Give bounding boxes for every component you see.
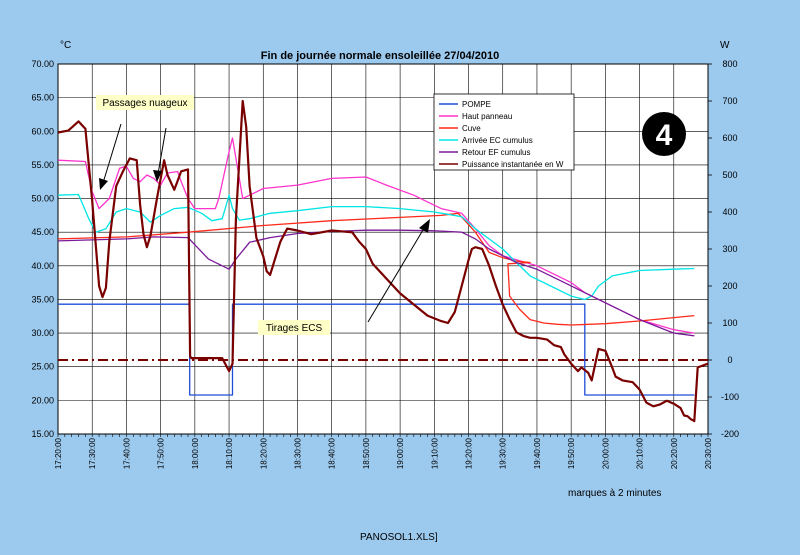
annotation-passages-nuageux: Passages nuageux [102, 98, 187, 109]
series-line-puissance-instantan-e-en-w [57, 99, 709, 423]
series-line-arriv-e-ec-cumulus [57, 193, 695, 301]
x-tick-label: 17:30:00 [88, 437, 97, 469]
footer-file: PANOSOL1.XLS] [360, 532, 438, 543]
y-left-tick-label: 15.00 [31, 429, 54, 439]
x-tick-label: 18:50:00 [362, 437, 371, 469]
legend-entry: Cuve [462, 124, 481, 133]
series-lines [57, 99, 709, 423]
y-right-tick-label: 200 [722, 281, 737, 291]
x-tick-label: 20:00:00 [601, 437, 610, 469]
x-tick-label: 20:30:00 [704, 437, 713, 469]
x-tick-label: 19:00:00 [396, 437, 405, 469]
series-line-cuve [57, 212, 695, 326]
x-note: marques à 2 minutes [568, 488, 661, 499]
annotation-arrowhead [419, 219, 430, 233]
y-right-tick-label: 600 [722, 133, 737, 143]
y-left-tick-label: 25.00 [31, 362, 54, 372]
annotation-arrow [367, 229, 424, 323]
chart-title: Fin de journée normale ensoleillée 27/04… [261, 50, 499, 62]
annotations: Passages nuageux Tirages ECS 4 [96, 95, 686, 335]
y-right-unit: W [720, 40, 730, 51]
annotation-arrow [102, 123, 122, 184]
circled-number-badge [642, 112, 686, 156]
y-left-tick-label: 60.00 [31, 126, 54, 136]
y-left-tick-label: 20.00 [31, 395, 54, 405]
legend-entry: Arrivée EC cumulus [462, 136, 533, 145]
y-right-tick-label: 0 [727, 355, 732, 365]
y-left-tick-label: 30.00 [31, 328, 54, 338]
circled-number-text: 4 [656, 119, 673, 152]
legend-entry: Haut panneau [462, 112, 512, 121]
x-tick-label: 18:00:00 [191, 437, 200, 469]
axes: 15.00 20.00 25.00 30.00 35.00 40.00 45.00 50.00… [31, 59, 739, 469]
series-line-retour-ef-cumulus [57, 229, 695, 337]
plot-border [57, 63, 709, 435]
legend: POMPE Haut panneau Cuve Arrivée EC cumulus R… [433, 93, 575, 171]
legend-box [433, 93, 575, 171]
plot-area [58, 64, 708, 434]
x-tick-label: 19:40:00 [533, 437, 542, 469]
annotation-box-clouds [96, 95, 194, 110]
y-right-tick-label: 300 [722, 244, 737, 254]
x-tick-label: 17:20:00 [54, 437, 63, 469]
x-tick-label: 19:50:00 [567, 437, 576, 469]
x-tick-label: 19:20:00 [465, 437, 474, 469]
legend-entry: Puissance instantanée en W [462, 160, 564, 169]
x-tick-label: 20:20:00 [670, 437, 679, 469]
annotation-tirages-ecs: Tirages ECS [266, 323, 323, 334]
x-tick-label: 18:10:00 [225, 437, 234, 469]
y-left-tick-label: 40.00 [31, 261, 54, 271]
annotation-arrowhead [99, 178, 108, 190]
x-tick-label: 18:30:00 [293, 437, 302, 469]
y-right-tick-label: 400 [722, 207, 737, 217]
x-tick-label: 17:50:00 [157, 437, 166, 469]
legend-entry: Retour EF cumulus [462, 148, 530, 157]
y-right-tick-label: 500 [722, 170, 737, 180]
y-right-tick-label: 800 [722, 59, 737, 69]
y-left-tick-label: 55.00 [31, 160, 54, 170]
y-right-tick-label: -200 [721, 429, 739, 439]
annotation-arrowhead [153, 170, 162, 182]
legend-entry: POMPE [462, 100, 491, 109]
y-left-unit: °C [60, 40, 71, 51]
x-tick-label: 17:40:00 [122, 437, 131, 469]
y-right-tick-label: 700 [722, 96, 737, 106]
x-tick-label: 20:10:00 [636, 437, 645, 469]
y-right-tick-label: -100 [721, 392, 739, 402]
y-right-tick-label: 100 [722, 318, 737, 328]
y-left-tick-label: 70.00 [31, 59, 54, 69]
x-tick-label: 18:40:00 [328, 437, 337, 469]
x-tick-label: 19:10:00 [430, 437, 439, 469]
y-left-tick-label: 45.00 [31, 227, 54, 237]
y-left-tick-label: 35.00 [31, 294, 54, 304]
y-left-tick-label: 50.00 [31, 194, 54, 204]
y-left-tick-label: 65.00 [31, 93, 54, 103]
annotation-box-ecs [258, 320, 330, 335]
annotation-arrow [157, 127, 167, 175]
x-tick-label: 19:30:00 [499, 437, 508, 469]
x-tick-label: 18:20:00 [259, 437, 268, 469]
